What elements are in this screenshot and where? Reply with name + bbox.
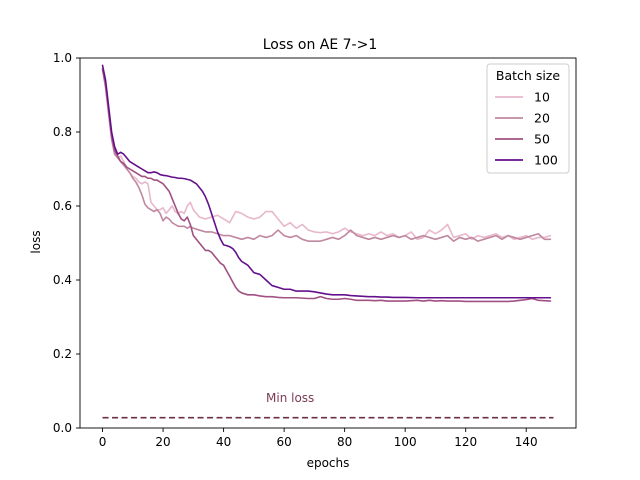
legend: Batch size 10 20 50 100 <box>487 64 569 173</box>
y-tick-label: 0.4 <box>53 273 72 287</box>
y-tick-label: 0.8 <box>53 125 72 139</box>
legend-entry-10: 10 <box>534 90 550 105</box>
x-tick-label: 40 <box>216 435 231 449</box>
y-tick-label: 0.0 <box>53 421 72 435</box>
y-axis-label: loss <box>29 230 43 253</box>
x-axis-label: epochs <box>307 456 350 470</box>
legend-entry-100: 100 <box>534 153 558 168</box>
y-tick-label: 0.6 <box>53 199 72 213</box>
min-loss-annotation: Min loss <box>266 391 314 405</box>
x-tick-label: 0 <box>99 435 107 449</box>
x-tick-label: 100 <box>394 435 417 449</box>
x-tick-label: 60 <box>276 435 291 449</box>
x-tick-label: 80 <box>337 435 352 449</box>
y-tick-label: 0.2 <box>53 347 72 361</box>
legend-entry-50: 50 <box>534 132 550 147</box>
y-tick-label: 1.0 <box>53 51 72 65</box>
x-tick-label: 20 <box>155 435 170 449</box>
legend-entry-20: 20 <box>534 111 550 126</box>
x-tick-label: 140 <box>515 435 538 449</box>
legend-title: Batch size <box>496 68 560 83</box>
chart-title: Loss on AE 7->1 <box>263 37 378 53</box>
x-tick-label: 120 <box>454 435 477 449</box>
